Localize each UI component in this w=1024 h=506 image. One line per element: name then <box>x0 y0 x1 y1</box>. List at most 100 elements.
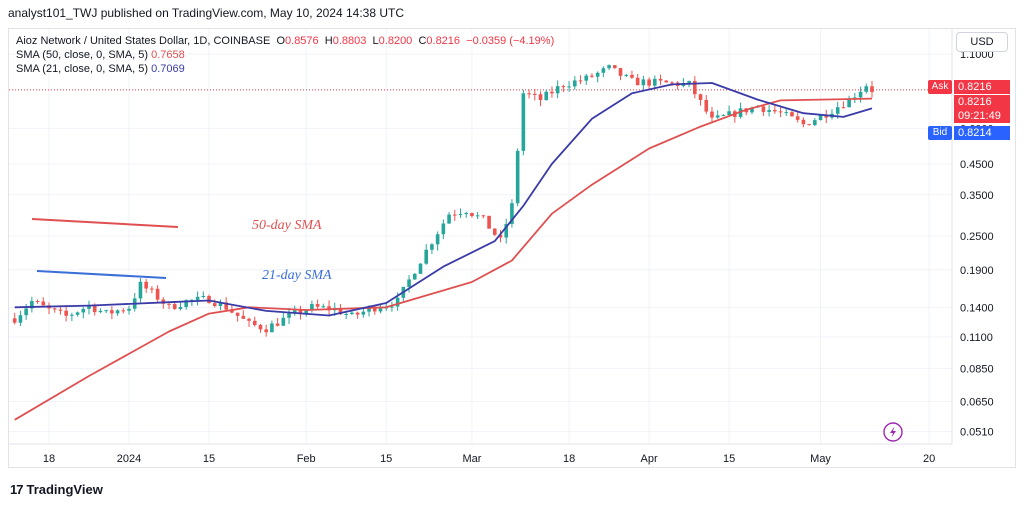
candle-body <box>115 310 120 314</box>
candle-body <box>561 86 566 88</box>
candle-body <box>841 107 846 109</box>
candle-body <box>127 308 131 311</box>
candle-body <box>578 80 583 82</box>
candle-body <box>767 109 771 112</box>
sma21-line <box>14 82 873 317</box>
candle-body <box>18 315 23 323</box>
candle-body <box>613 65 617 69</box>
currency-selector[interactable]: USD <box>956 32 1008 52</box>
candle-body <box>207 296 211 304</box>
ask-price: 0.8216 <box>954 80 1010 94</box>
candle-body <box>864 86 869 92</box>
x-tick-label: 15 <box>723 453 735 465</box>
x-tick-label: Mar <box>462 453 481 465</box>
x-tick-label: 15 <box>203 453 215 465</box>
candle-body <box>327 306 331 311</box>
candle-body <box>544 91 549 101</box>
candle-body <box>550 91 554 94</box>
candle-body <box>441 223 446 235</box>
candle-body <box>630 74 634 78</box>
candle-body <box>52 308 57 310</box>
candle-body <box>367 307 371 312</box>
chart-legend: Aioz Network / United States Dollar, 1D,… <box>16 34 554 76</box>
candle-body <box>858 91 863 98</box>
symbol-name[interactable]: Aioz Network / United States Dollar, 1D,… <box>16 35 271 47</box>
candle-body <box>58 309 63 311</box>
x-tick-label: 18 <box>43 453 55 465</box>
candle-body <box>721 115 726 117</box>
candle-body <box>12 318 17 323</box>
h-label: H <box>324 35 333 47</box>
candle-body <box>378 308 383 312</box>
chart-frame[interactable] <box>8 28 1016 468</box>
candle-body <box>350 312 354 314</box>
candle-body <box>98 310 103 313</box>
candle-body <box>624 74 629 76</box>
candle-body <box>475 215 480 217</box>
candle-body <box>41 301 46 306</box>
candle-body <box>795 116 800 120</box>
candle-body <box>670 82 674 84</box>
candle-body <box>110 310 114 314</box>
low-value: 0.8200 <box>378 35 413 47</box>
legend-ohlc-row: Aioz Network / United States Dollar, 1D,… <box>16 34 554 48</box>
candle-body <box>687 80 691 83</box>
ask-tag: Ask <box>928 80 952 94</box>
candle-body <box>30 300 34 309</box>
candle-body <box>155 288 160 300</box>
grid <box>9 29 952 444</box>
sma50-line <box>14 97 873 421</box>
y-tick-label: 0.0850 <box>960 364 994 376</box>
x-tick-label: May <box>810 453 831 465</box>
sma21-annotation-text: 21-day SMA <box>262 268 332 283</box>
y-tick-label: 1.1000 <box>960 49 994 61</box>
y-tick-label: 0.4500 <box>960 159 994 171</box>
candle-body <box>452 214 457 216</box>
candle-body <box>64 310 68 316</box>
candle-body <box>870 86 874 93</box>
candle-body <box>121 310 126 312</box>
candle-body <box>532 93 537 95</box>
candle-body <box>167 303 171 305</box>
candle-body <box>412 273 417 280</box>
candle-body <box>607 65 611 69</box>
candle-body <box>595 72 600 77</box>
candle-body <box>693 80 697 95</box>
candle-body <box>515 150 520 204</box>
bid-price: 0.8214 <box>954 126 1010 140</box>
candle-body <box>813 120 817 126</box>
candle-body <box>287 313 291 318</box>
candle-body <box>395 297 400 307</box>
y-tick-label: 0.0650 <box>960 397 994 409</box>
candle-body <box>584 75 589 81</box>
candle-body <box>298 310 303 315</box>
change-value: −0.0359 (−4.19%) <box>466 35 555 47</box>
candle-body <box>487 215 491 229</box>
candle-body <box>195 296 200 300</box>
candle-body <box>275 323 280 326</box>
c-label: C <box>418 35 427 47</box>
candle-body <box>492 228 497 235</box>
candle-body <box>464 212 469 215</box>
candle-body <box>447 214 451 224</box>
candle-body <box>807 124 811 126</box>
sma21-value: 0.7069 <box>151 63 185 75</box>
close-value: 0.8216 <box>426 35 461 47</box>
legend-sma50-row[interactable]: SMA (50, close, 0, SMA, 5) 0.7658 <box>16 48 554 62</box>
candle-body <box>653 78 657 86</box>
y-tick-label: 0.3500 <box>960 190 994 202</box>
legend-sma21-row[interactable]: SMA (21, close, 0, SMA, 5) 0.7069 <box>16 62 554 76</box>
candle-body <box>790 112 794 117</box>
candle-body <box>418 263 423 274</box>
candle-body <box>761 106 766 112</box>
candle-body <box>773 109 777 112</box>
candle-body <box>247 318 251 321</box>
candle-body <box>230 309 234 313</box>
lightning-icon[interactable] <box>883 422 903 442</box>
candle-body <box>258 325 263 330</box>
candle-body <box>664 80 669 83</box>
tradingview-logo[interactable]: 17 TradingView <box>10 482 103 497</box>
candle-body <box>172 304 177 310</box>
sma21-annotation-line <box>36 270 167 279</box>
